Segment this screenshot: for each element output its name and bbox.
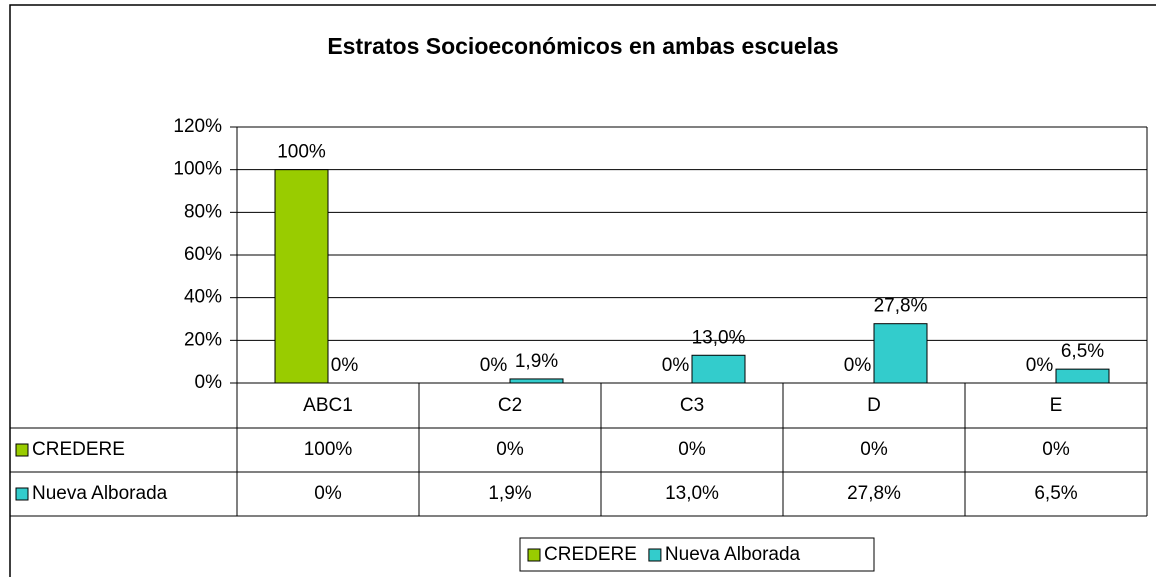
data-label: 0%	[331, 355, 359, 376]
table-cell: 0%	[678, 439, 706, 460]
chart-title: Estratos Socioeconómicos en ambas escuel…	[327, 33, 838, 59]
data-label: 6,5%	[1061, 341, 1104, 362]
legend-key	[15, 443, 29, 457]
data-label: 100%	[277, 142, 326, 163]
table-cell: 0%	[314, 483, 342, 504]
x-tick-label: E	[1050, 395, 1063, 416]
data-label: 0%	[1026, 355, 1054, 376]
y-tick-label: 20%	[184, 329, 222, 350]
bar	[274, 169, 329, 384]
legend-label: Nueva Alborada	[665, 544, 801, 565]
y-tick-label: 0%	[195, 372, 223, 393]
legend-box	[519, 537, 875, 572]
x-tick-label: ABC1	[303, 395, 353, 416]
y-tick-label: 100%	[173, 159, 222, 180]
data-label: 0%	[480, 355, 508, 376]
data-label: 0%	[662, 355, 690, 376]
legend-label: CREDERE	[544, 544, 637, 565]
bar	[873, 323, 928, 384]
data-label: 27,8%	[874, 296, 928, 317]
table-cell: 0%	[860, 439, 888, 460]
bar	[1055, 368, 1110, 384]
table-cell: 0%	[1042, 439, 1070, 460]
table-cell: 13,0%	[665, 483, 719, 504]
table-cell: 1,9%	[488, 483, 531, 504]
data-label: 1,9%	[515, 351, 558, 372]
x-tick-label: D	[867, 395, 881, 416]
table-cell: 100%	[304, 439, 353, 460]
legend-key	[648, 548, 662, 562]
legend-key	[527, 548, 541, 562]
data-label: 13,0%	[692, 327, 746, 348]
x-tick-label: C2	[498, 395, 522, 416]
y-tick-label: 60%	[184, 244, 222, 265]
table-row-label: CREDERE	[32, 439, 125, 460]
data-label: 0%	[844, 355, 872, 376]
table-cell: 0%	[496, 439, 524, 460]
bar	[691, 354, 746, 384]
legend-key	[15, 487, 29, 501]
x-tick-label: C3	[680, 395, 704, 416]
bar	[509, 378, 564, 384]
chart-border	[9, 4, 1156, 577]
y-tick-label: 120%	[173, 116, 222, 137]
table-row-label: Nueva Alborada	[32, 483, 168, 504]
y-tick-label: 40%	[184, 287, 222, 308]
y-tick-label: 80%	[184, 201, 222, 222]
table-cell: 6,5%	[1034, 483, 1077, 504]
table-cell: 27,8%	[847, 483, 901, 504]
